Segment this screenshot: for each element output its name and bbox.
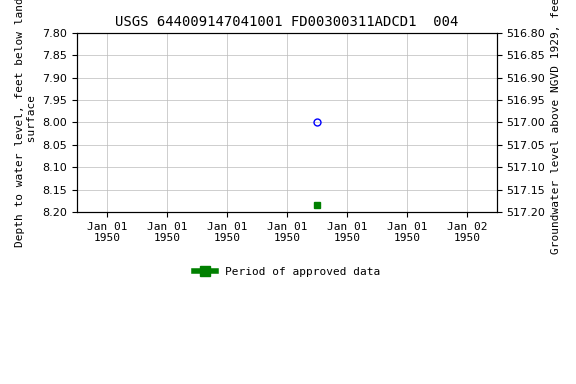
Title: USGS 644009147041001 FD00300311ADCD1  004: USGS 644009147041001 FD00300311ADCD1 004 — [115, 15, 458, 29]
Legend: Period of approved data: Period of approved data — [189, 263, 384, 281]
Y-axis label: Groundwater level above NGVD 1929, feet: Groundwater level above NGVD 1929, feet — [551, 0, 561, 254]
Y-axis label: Depth to water level, feet below land
 surface: Depth to water level, feet below land su… — [15, 0, 37, 247]
